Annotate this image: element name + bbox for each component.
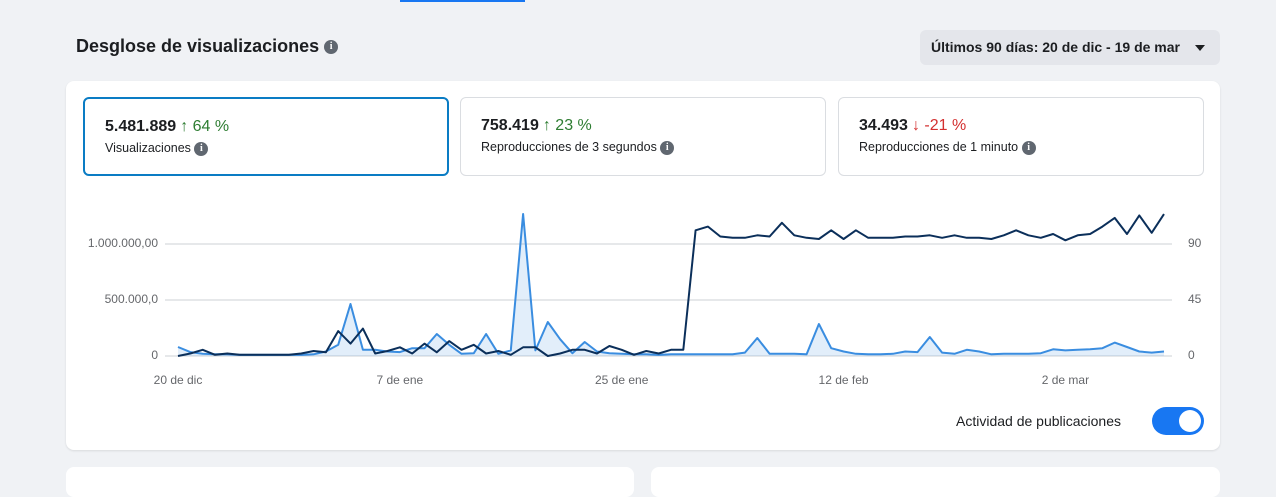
metric-change: ↑ 23 % [542, 117, 592, 134]
date-range-text: Últimos 90 días: 20 de dic - 19 de mar [931, 39, 1180, 55]
sub-card [651, 467, 1220, 497]
area-fill [178, 214, 1164, 356]
metric-value-row: 34.493 ↓ -21 % [859, 117, 966, 135]
metric-value: 758.419 [481, 117, 539, 134]
body: Desglose de visualizaciones i Últimos 90… [66, 0, 1220, 497]
sub-card [66, 467, 634, 497]
info-icon[interactable]: i [1021, 140, 1036, 155]
metric-label: Reproducciones de 1 minuto [859, 140, 1019, 154]
metric-card[interactable]: 758.419 ↑ 23 % Reproducciones de 3 segund… [460, 97, 826, 176]
x-tick-label: 25 de ene [595, 373, 649, 387]
line-series [177, 213, 1165, 356]
toggle-knob [1179, 410, 1201, 432]
x-tick-label: 2 de mar [1042, 373, 1089, 387]
metric-card[interactable]: 5.481.889 ↑ 64 % Visualizaciones i [83, 97, 449, 176]
y2-tick-label: 45 [1188, 292, 1202, 306]
info-icon[interactable]: i [194, 141, 209, 156]
page: Desglose de visualizaciones { "header": … [66, 0, 1220, 497]
y-tick-label: 500.000,0 [105, 292, 159, 306]
metric-label: Reproducciones de 3 segundos [481, 140, 657, 154]
line-series [177, 213, 1165, 357]
y2-tick-label: 90 [1188, 236, 1202, 250]
metric-value: 5.481.889 [105, 118, 177, 135]
x-tick-label: 7 de ene [376, 373, 423, 387]
title-text: Desglose de visualizaciones [76, 36, 320, 56]
y2-tick-label: 0 [1188, 348, 1195, 362]
active-tab-indicator [400, 0, 525, 2]
x-tick-label: 12 de feb [819, 373, 869, 387]
info-icon[interactable]: i [660, 140, 675, 155]
x-tick-label: 20 de dic [154, 373, 203, 387]
metric-label-row: Reproducciones de 1 minuto i [859, 140, 1036, 155]
metric-card[interactable]: 34.493 ↓ -21 % Reproducciones de 1 minuto… [838, 97, 1204, 176]
y-tick-label: 0 [151, 348, 158, 362]
toggle-switch[interactable] [1152, 407, 1204, 435]
metric-label-row: Visualizaciones i [105, 141, 209, 156]
metric-label: Visualizaciones [105, 141, 191, 155]
info-icon[interactable]: i [324, 40, 339, 55]
metric-value: 34.493 [859, 117, 908, 134]
metric-change: ↑ 64 % [180, 118, 230, 135]
metric-value-row: 5.481.889 ↑ 64 % [105, 118, 229, 136]
toggle-label: Actividad de publicaciones [956, 413, 1121, 429]
metric-value-row: 758.419 ↑ 23 % [481, 117, 592, 135]
metric-change: ↓ -21 % [911, 117, 967, 134]
caret-icon [1195, 45, 1205, 51]
section-title: Desglose de visualizaciones i [76, 36, 339, 57]
date-range-dropdown[interactable]: Últimos 90 días: 20 de dic - 19 de mar [920, 30, 1220, 65]
chart: 0 500.000,0 1.000.000,00 0 45 90 20 de dic 7 de… [88, 213, 1202, 387]
y-tick-label: 1.000.000,00 [88, 236, 158, 250]
metric-label-row: Reproducciones de 3 segundos i [481, 140, 675, 155]
